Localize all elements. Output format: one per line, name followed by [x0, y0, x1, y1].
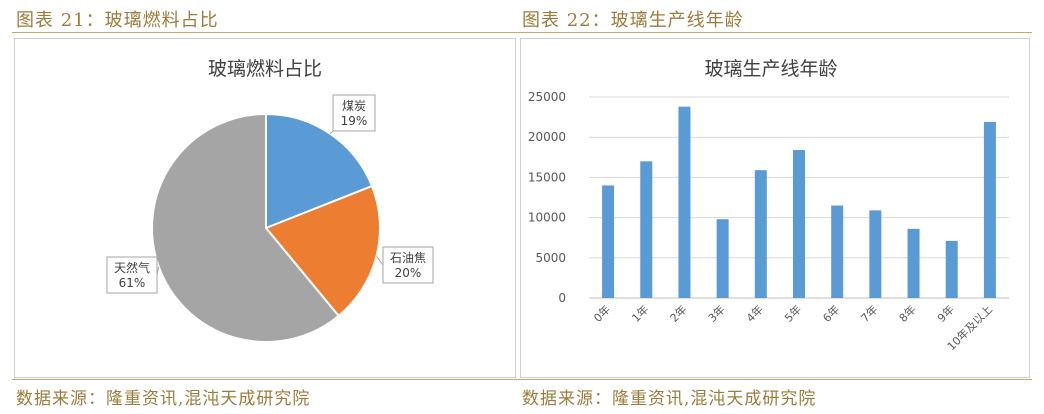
bar-chart: 玻璃生产线年龄 0 5000 10000 15000 20000 25000 0年 1年 2年… [528, 58, 1009, 353]
source-note-right: 数据来源：隆重资讯,混沌天成研究院 [522, 389, 817, 409]
pie-label-value-0: 19% [341, 114, 368, 128]
pie-label-name-2: 天然气 [114, 260, 150, 275]
bar-ytick-label-0: 0 [558, 291, 566, 305]
pie-label-name-0: 煤炭 [342, 99, 366, 113]
bar-4 [754, 170, 767, 298]
pie-label-value-1: 20% [395, 266, 422, 280]
bar-xtick-label-7: 7年 [858, 302, 881, 325]
bar-ytick-label-3: 15000 [528, 170, 566, 184]
bar-10 [983, 121, 996, 298]
figure-22-title: 图表 22：玻璃生产线年龄 [522, 10, 744, 31]
source-note-left: 数据来源：隆重资讯,混沌天成研究院 [16, 389, 311, 409]
bar-xtick-label-1: 1年 [629, 302, 652, 325]
bar-7 [869, 210, 882, 298]
bar-chart-title: 玻璃生产线年龄 [704, 58, 837, 80]
bar-xtick-label-9: 9年 [934, 302, 957, 325]
pie-chart-title: 玻璃燃料占比 [208, 58, 322, 80]
bar-1 [640, 161, 653, 298]
bar-chart-panel: 玻璃生产线年龄 0 5000 10000 15000 20000 25000 0年 1年 2年… [520, 38, 1030, 378]
bar-9 [945, 240, 958, 298]
pie-label-name-1: 石油焦 [390, 251, 426, 265]
pie-leader-line-1 [376, 256, 384, 266]
bar-xtick-label-2: 2年 [667, 302, 690, 325]
bar-xtick-label-6: 6年 [820, 302, 843, 325]
pie-chart-panel: 玻璃燃料占比 煤炭 19% 石油焦 20% 天然气 61% [14, 38, 516, 378]
pie-label-box-2 [106, 256, 158, 294]
bar-ytick-label-2: 10000 [528, 211, 566, 225]
divider-bottom-right [520, 379, 1032, 380]
divider-top-left [12, 32, 520, 33]
divider-bottom-left [12, 379, 520, 380]
pie-label-value-2: 61% [119, 276, 146, 290]
figure-21-title: 图表 21：玻璃燃料占比 [16, 10, 219, 31]
pie-slice-1 [264, 184, 381, 318]
divider-top-right [520, 32, 1032, 33]
bar-5 [793, 150, 805, 298]
bar-3 [716, 219, 729, 298]
bar-8 [907, 228, 920, 298]
bar-xtick-label-8: 8年 [896, 302, 919, 325]
bar-xtick-label-0: 0年 [591, 302, 614, 325]
bar-xtick-label-4: 4年 [743, 302, 766, 325]
bar-0 [602, 185, 615, 298]
pie-label-box-1 [382, 246, 434, 284]
bar-ytick-label-1: 5000 [535, 251, 566, 265]
bar-xtick-label-3: 3年 [705, 302, 728, 325]
bar-ytick-label-5: 25000 [528, 90, 566, 104]
bar-2 [678, 106, 691, 298]
bar-ytick-label-4: 20000 [528, 130, 566, 144]
pie-slice-2 [151, 112, 341, 343]
bar-xtick-label-5: 5年 [781, 302, 804, 325]
bar-6 [831, 205, 844, 298]
pie-label-box-0 [332, 94, 376, 132]
